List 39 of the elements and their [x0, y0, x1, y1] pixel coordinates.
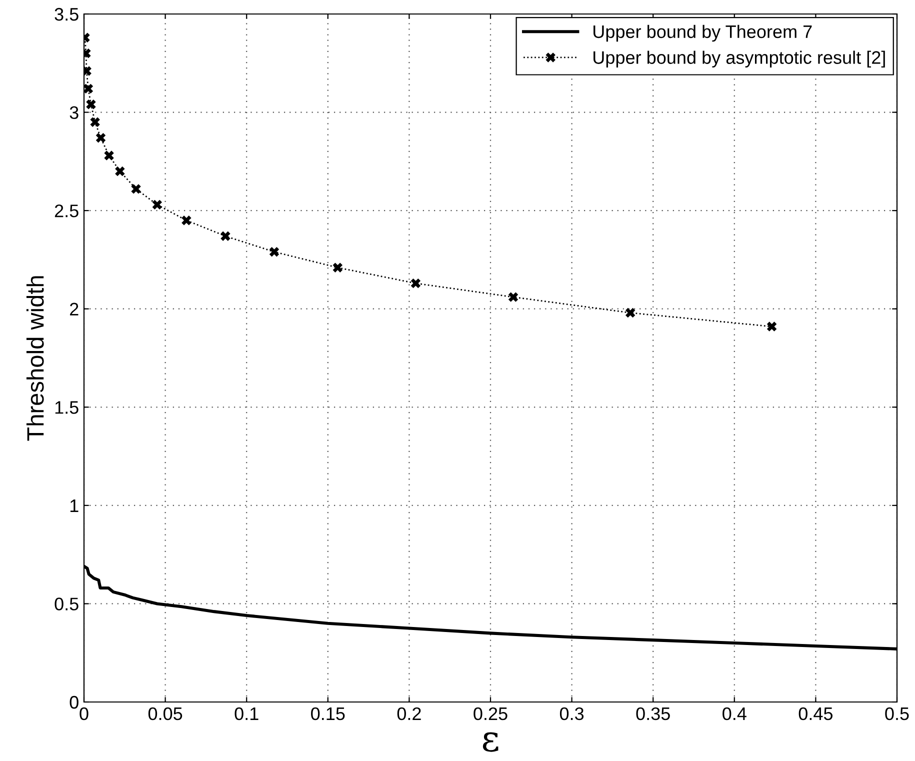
point — [625, 308, 636, 318]
y-tick-label: 2.5 — [54, 204, 78, 218]
point — [115, 166, 125, 176]
x-tick-label: 0.5 — [885, 707, 909, 720]
point — [332, 262, 343, 272]
point — [220, 231, 230, 241]
x-tick-label: 0.1 — [234, 707, 258, 720]
y-tick-label: 1.5 — [55, 401, 78, 414]
x-tick-label: 0.25 — [474, 707, 508, 720]
point — [410, 278, 421, 288]
point — [131, 184, 141, 194]
x-tick-label: 0.4 — [722, 707, 746, 720]
legend-label: Upper bound by Theorem 7 — [594, 24, 812, 42]
point — [96, 132, 106, 143]
x-tick-label: 0.45 — [798, 707, 833, 720]
x-tick-label: 0.35 — [636, 707, 670, 720]
point — [84, 84, 94, 94]
y-axis-title: Threshold width — [26, 276, 44, 441]
point — [152, 200, 162, 210]
y-tick-label: 1 — [70, 500, 78, 512]
point — [182, 216, 192, 226]
point — [104, 150, 114, 160]
x-tick-label: 0.3 — [560, 707, 584, 720]
point — [269, 246, 280, 257]
x-tick-label: 0.05 — [148, 707, 182, 720]
y-tick-label: 0.5 — [54, 598, 78, 610]
y-tick-label: 3 — [70, 106, 78, 120]
y-tick-label: 3.5 — [54, 8, 78, 21]
x-tick-label: 0.2 — [397, 707, 421, 720]
point — [508, 292, 518, 302]
x-tick-label: 0.15 — [311, 707, 345, 720]
point — [86, 100, 96, 110]
point — [90, 117, 100, 127]
x-tick-label: 0 — [80, 707, 88, 720]
y-tick-label: 2 — [70, 302, 78, 316]
point — [766, 322, 777, 332]
y-tick-label: 0 — [70, 696, 78, 709]
x-axis-title: ε — [482, 732, 498, 752]
legend-label: Upper bound by asymptotic result [2] — [594, 50, 885, 68]
